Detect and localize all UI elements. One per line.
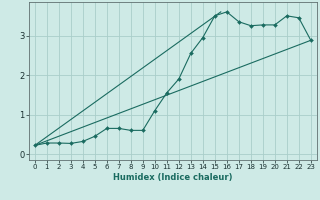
X-axis label: Humidex (Indice chaleur): Humidex (Indice chaleur) bbox=[113, 173, 233, 182]
